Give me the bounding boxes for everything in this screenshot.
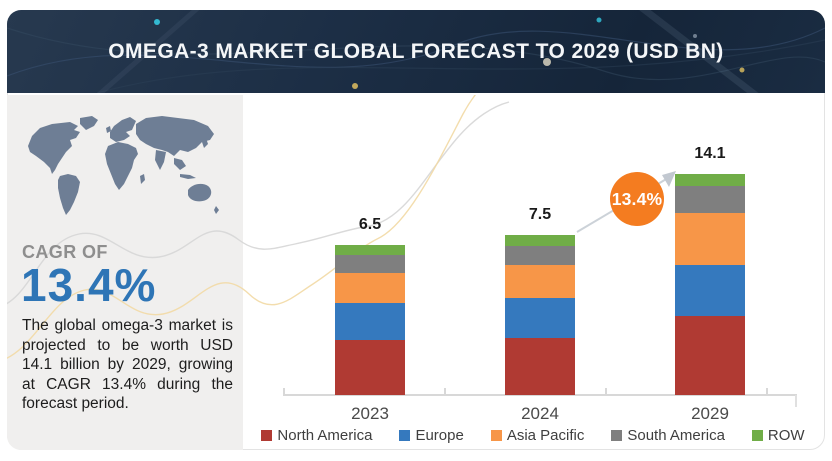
legend-item-europe: Europe <box>399 426 464 444</box>
legend-label: Asia Pacific <box>506 426 585 444</box>
legend-label: Europe <box>415 426 464 444</box>
bar-segment-asia-pacific <box>505 265 575 298</box>
title-banner: OMEGA-3 MARKET GLOBAL FORECAST TO 2029 (… <box>7 10 825 93</box>
bar-segment-europe <box>505 298 575 338</box>
bar-segment-north-america <box>505 338 575 395</box>
cagr-badge: 13.4% <box>610 172 664 226</box>
bar-total-label: 7.5 <box>528 206 552 223</box>
legend-item-asia-pacific: Asia Pacific <box>490 426 585 444</box>
bar-segment-asia-pacific <box>335 273 405 303</box>
network-texture <box>7 10 825 93</box>
cagr-description: The global omega-3 market is projected t… <box>22 317 233 412</box>
legend-swatch-icon <box>261 429 273 441</box>
legend-swatch-icon <box>611 429 623 441</box>
x-axis-line <box>283 394 797 396</box>
legend-item-north-america: North America <box>261 427 372 444</box>
x-axis-label-2023: 2023 <box>351 404 389 423</box>
bar-segment-row <box>505 235 575 246</box>
legend-swatch-icon <box>399 429 411 441</box>
stacked-bar-2029 <box>675 174 745 395</box>
legend-swatch-icon <box>751 429 763 441</box>
cagr-label: CAGR OF <box>22 242 108 262</box>
bar-segment-north-america <box>675 316 745 395</box>
bar-segment-north-america <box>335 340 405 395</box>
axis-tick <box>766 388 768 395</box>
chart-legend: North America Europe Asia Pacific South Ame… <box>250 425 816 445</box>
axis-tick <box>283 388 285 395</box>
bar-total-label: 6.5 <box>358 216 382 233</box>
bar-segment-south-america <box>335 255 405 273</box>
stacked-bar-2024 <box>505 235 575 395</box>
legend-label: North America <box>277 426 373 444</box>
bar-total-label: 14.1 <box>694 145 726 162</box>
stacked-bar-2023 <box>335 245 405 395</box>
axis-tick <box>605 388 607 395</box>
legend-label: South America <box>627 426 725 444</box>
axis-tick <box>444 388 446 395</box>
page-title: OMEGA-3 MARKET GLOBAL FORECAST TO 2029 (… <box>108 39 724 63</box>
legend-swatch-icon <box>490 429 502 441</box>
bar-segment-south-america <box>675 186 745 213</box>
legend-label: ROW <box>767 426 805 444</box>
bar-segment-asia-pacific <box>675 213 745 265</box>
axis-end-tick <box>795 395 797 407</box>
bar-segment-europe <box>675 265 745 316</box>
bar-segment-row <box>675 174 745 186</box>
bar-segment-europe <box>335 303 405 340</box>
x-axis-label-2024: 2024 <box>521 404 559 423</box>
cagr-value: 13.4% <box>21 259 157 311</box>
bar-segment-south-america <box>505 246 575 265</box>
bar-segment-row <box>335 245 405 255</box>
legend-item-south-america: South America <box>611 427 725 444</box>
x-axis-label-2029: 2029 <box>691 404 729 423</box>
legend-item-row: ROW <box>751 426 805 444</box>
world-map <box>28 116 219 215</box>
